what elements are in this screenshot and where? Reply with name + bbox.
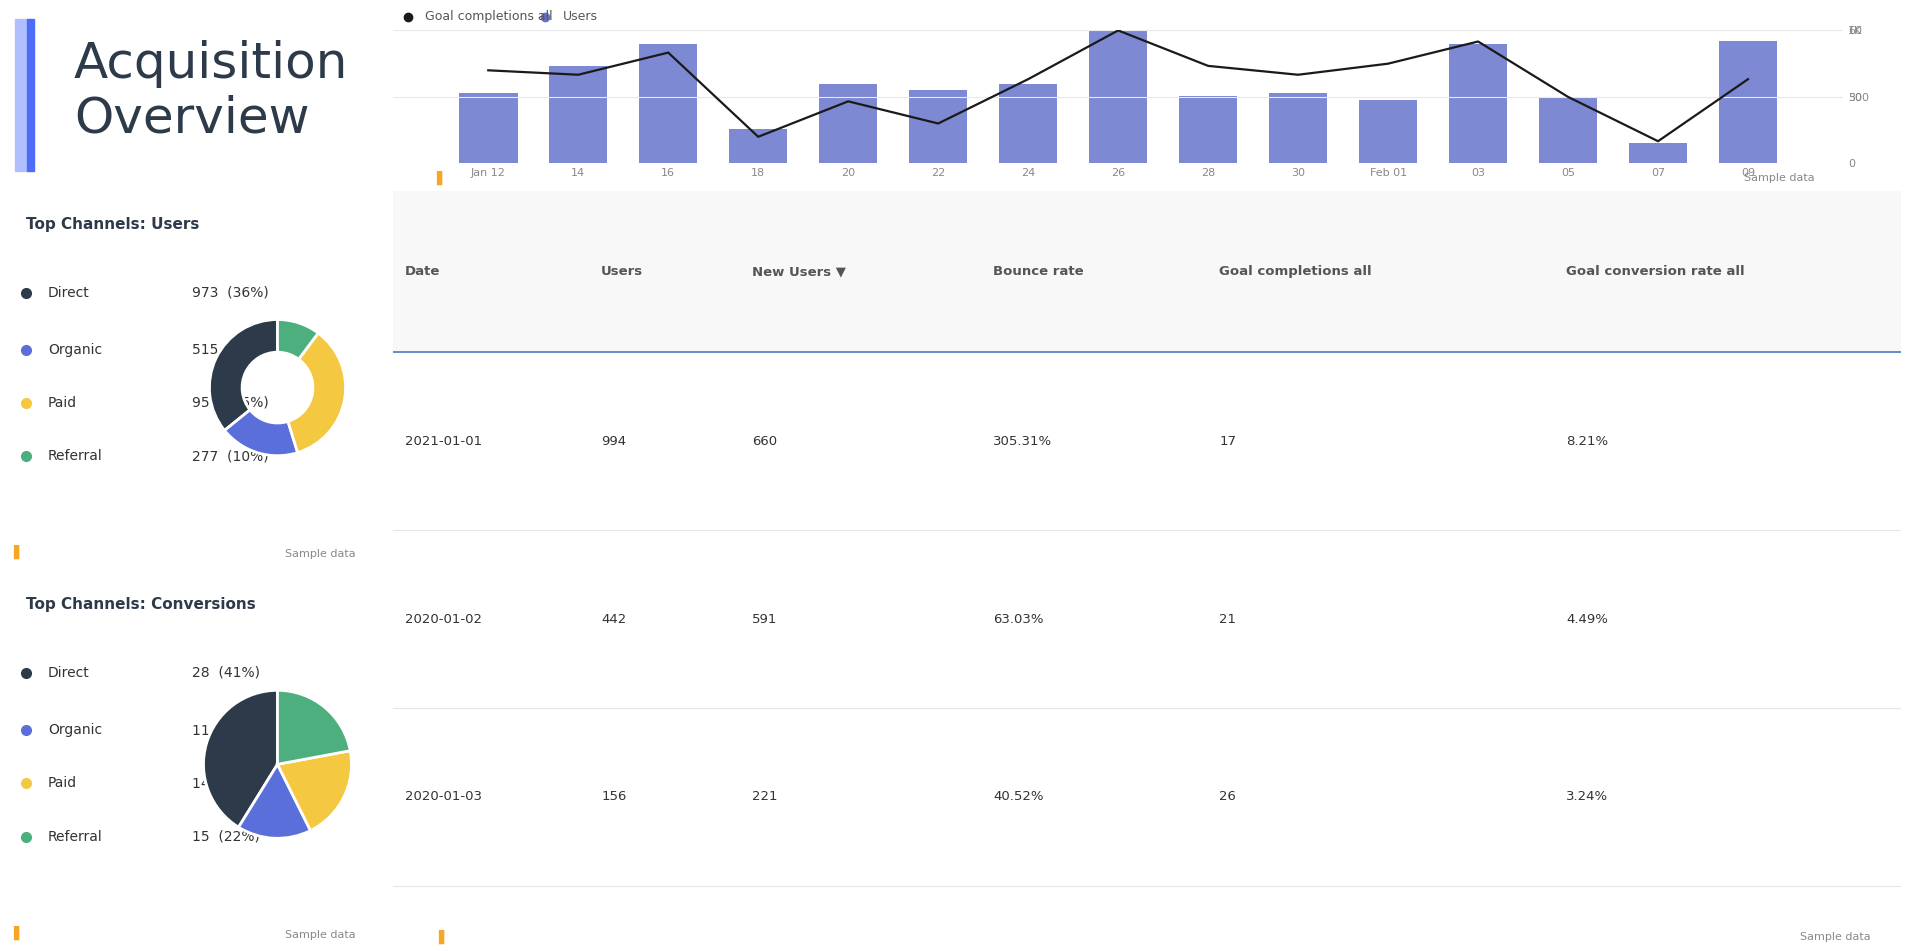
Text: Bounce rate: Bounce rate <box>994 265 1084 279</box>
Text: Paid: Paid <box>48 776 77 790</box>
Text: ▌: ▌ <box>437 171 447 185</box>
Wedge shape <box>210 320 277 431</box>
Text: Referral: Referral <box>48 829 102 844</box>
Bar <box>1629 144 1687 164</box>
Text: 28  (41%): 28 (41%) <box>193 666 260 680</box>
Wedge shape <box>277 750 352 830</box>
Text: 17: 17 <box>1219 435 1236 448</box>
Bar <box>27 19 35 171</box>
Text: Goal completions all: Goal completions all <box>1219 265 1371 279</box>
Bar <box>819 84 878 164</box>
Text: Goal completions all: Goal completions all <box>426 10 553 23</box>
Text: 305.31%: 305.31% <box>994 435 1052 448</box>
Text: 15  (22%): 15 (22%) <box>193 829 260 844</box>
Text: 26: 26 <box>1219 790 1236 804</box>
Text: 2020-01-03: 2020-01-03 <box>404 790 482 804</box>
Text: Sample data: Sample data <box>1743 173 1814 183</box>
Text: Top Channels: Users: Top Channels: Users <box>25 217 198 232</box>
Wedge shape <box>225 410 299 456</box>
Text: 3.24%: 3.24% <box>1566 790 1608 804</box>
Text: Paid: Paid <box>48 396 77 410</box>
Text: 442: 442 <box>601 612 626 626</box>
Text: 515  (19%): 515 (19%) <box>193 342 270 357</box>
Text: Goal conversion rate all: Goal conversion rate all <box>1566 265 1745 279</box>
Text: 951  (35%): 951 (35%) <box>193 396 270 410</box>
Wedge shape <box>204 690 277 827</box>
Wedge shape <box>277 320 318 359</box>
Text: 994: 994 <box>601 435 626 448</box>
Text: Top Channels: Conversions: Top Channels: Conversions <box>25 596 256 611</box>
Text: 591: 591 <box>751 612 778 626</box>
Bar <box>1000 84 1057 164</box>
Text: 63.03%: 63.03% <box>994 612 1044 626</box>
Bar <box>1448 44 1508 164</box>
Text: Direct: Direct <box>48 285 91 300</box>
Bar <box>393 191 1901 352</box>
Bar <box>639 44 697 164</box>
Text: 4.49%: 4.49% <box>1566 612 1608 626</box>
Text: New Users ▼: New Users ▼ <box>751 265 846 279</box>
Text: 11  (16%): 11 (16%) <box>193 723 260 737</box>
Wedge shape <box>239 765 310 839</box>
Text: Organic: Organic <box>48 723 102 737</box>
Bar <box>909 90 967 164</box>
Text: Users: Users <box>601 265 643 279</box>
Bar <box>458 93 518 164</box>
Bar <box>1269 93 1327 164</box>
Text: Sample data: Sample data <box>285 929 354 940</box>
Text: Users: Users <box>562 10 597 23</box>
Text: Sample data: Sample data <box>285 549 354 558</box>
Text: 2020-01-02: 2020-01-02 <box>404 612 482 626</box>
Bar <box>549 67 607 164</box>
Text: 8.21%: 8.21% <box>1566 435 1608 448</box>
Bar <box>728 128 788 164</box>
Bar <box>1539 97 1597 164</box>
Bar <box>1179 95 1236 164</box>
Text: 14  (21%): 14 (21%) <box>193 776 260 790</box>
Text: 156: 156 <box>601 790 626 804</box>
Text: Sample data: Sample data <box>1801 932 1870 941</box>
Text: 21: 21 <box>1219 612 1236 626</box>
Text: 973  (36%): 973 (36%) <box>193 285 270 300</box>
Wedge shape <box>277 690 351 765</box>
Text: 40.52%: 40.52% <box>994 790 1044 804</box>
Text: 221: 221 <box>751 790 778 804</box>
Text: Organic: Organic <box>48 342 102 357</box>
Wedge shape <box>289 333 345 453</box>
Bar <box>1088 30 1148 164</box>
Text: Referral: Referral <box>48 449 102 463</box>
Text: 277  (10%): 277 (10%) <box>193 449 270 463</box>
Text: ▌: ▌ <box>439 929 449 944</box>
Text: ▌: ▌ <box>13 544 23 558</box>
Text: 660: 660 <box>751 435 776 448</box>
Bar <box>1718 41 1778 164</box>
Text: Direct: Direct <box>48 666 91 680</box>
Text: Acquisition
Overview: Acquisition Overview <box>73 40 349 142</box>
Text: 2021-01-01: 2021-01-01 <box>404 435 482 448</box>
Bar <box>1360 100 1418 164</box>
Text: Date: Date <box>404 265 441 279</box>
Text: ▌: ▌ <box>13 925 23 940</box>
Bar <box>15 19 27 171</box>
